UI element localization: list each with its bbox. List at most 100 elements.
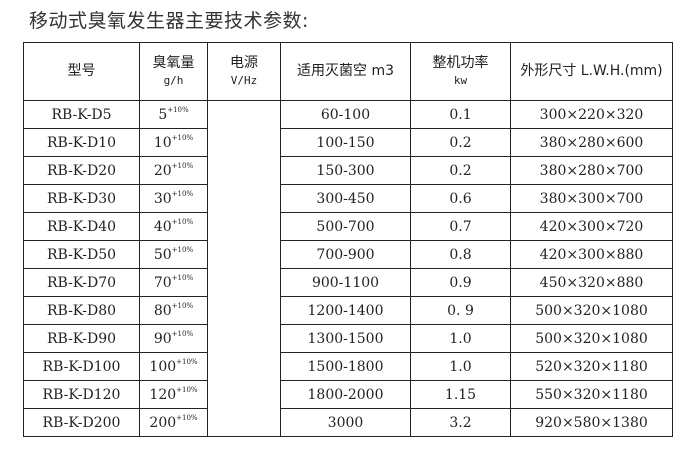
cell-space-value: 1200-1400 [307,302,384,319]
cell-power-value: 0.2 [449,134,472,151]
cell-size-value: 380×300×700 [539,190,644,207]
cell-model: RB-K-D90 [23,324,140,353]
cell-model-value: RB-K-D30 [46,190,117,207]
cell-size-value: 420×300×720 [539,218,644,235]
cell-model-value: RB-K-D5 [51,106,112,123]
cell-power-value: 0.7 [449,218,472,235]
cell-power: 0.8 [410,240,511,269]
cell-model: RB-K-D120 [23,380,140,409]
page-title: 移动式臭氧发生器主要技术参数: [29,10,309,32]
cell-size: 920×580×1380 [510,408,673,437]
cell-space: 500-700 [280,212,411,241]
cell-space-value: 60-100 [320,106,371,123]
header-label: 适用灭菌空 m3 [297,63,394,79]
header-label: 型号 [67,63,96,79]
cell-power: 0.2 [410,128,511,157]
cell-space-value: 1300-1500 [307,330,384,347]
cell-model: RB-K-D200 [23,408,140,437]
cell-space: 1300-1500 [280,324,411,353]
cell-space-value: 300-450 [316,190,375,207]
table-row: RB-K-D70 70+10% 900-1100 0.9 450×320×880 [23,268,673,297]
tolerance-label: +10% [176,414,198,422]
table-row: RB-K-D30 30+10% 300-450 0.6 380×300×700 [23,184,673,213]
cell-size: 420×300×880 [510,240,673,269]
cell-power: 0.1 [410,100,511,129]
header-label: 整机功率 [432,54,489,71]
cell-power: 1.15 [410,380,511,409]
cell-power-value: 0. 9 [447,302,474,319]
cell-space: 100-150 [280,128,411,157]
header-power: 整机功率 kw [410,42,511,101]
cell-size-value: 500×320×1080 [535,302,648,319]
cell-ozone-value: 70 [153,275,172,291]
cell-ozone: 30+10% [139,184,208,213]
header-unit: V/Hz [230,73,258,87]
table-row: RB-K-D200 200+10% 3000 3.2 920×580×1380 [23,408,673,437]
tolerance-label: +10% [171,330,194,338]
cell-model-value: RB-K-D90 [46,330,117,347]
cell-ozone-value: 20 [153,163,172,179]
cell-size: 380×280×600 [510,128,673,157]
cell-size-value: 380×280×600 [539,134,644,151]
cell-power: 0. 9 [410,296,511,325]
cell-model: RB-K-D80 [23,296,140,325]
cell-size-value: 300×220×320 [539,106,644,123]
cell-space-value: 100-150 [316,134,375,151]
cell-size: 380×280×700 [510,156,673,185]
cell-power-value: 0.2 [449,162,472,179]
cell-model-value: RB-K-D120 [42,386,121,403]
table-row: RB-K-D120 120+10% 1800-2000 1.15 550×320×118… [23,380,673,409]
spec-table: 型号 臭氧量 g/h 电源 V/Hz 适用灭菌空 m3 整机功率 kw 外形尺寸 L.W.H.(… [23,42,673,437]
cell-space: 1500-1800 [280,352,411,381]
cell-size: 300×220×320 [510,100,673,129]
cell-size: 520×320×1180 [510,352,673,381]
cell-ozone-value: 200 [149,415,177,431]
cell-model-value: RB-K-D20 [46,162,117,179]
cell-model: RB-K-D10 [23,128,140,157]
table-row: RB-K-D10 10+10% 100-150 0.2 380×280×600 [23,128,673,157]
tolerance-label: +10% [171,162,194,170]
header-unit: kw [453,73,468,87]
cell-model: RB-K-D100 [23,352,140,381]
table-row: RB-K-D40 40+10% 500-700 0.7 420×300×720 [23,212,673,241]
cell-power-value: 3.2 [449,414,472,431]
cell-space-value: 3000 [327,414,364,431]
header-power-supply: 电源 V/Hz [207,42,281,101]
cell-size: 500×320×1080 [510,296,673,325]
cell-space: 900-1100 [280,268,411,297]
cell-model-value: RB-K-D100 [42,358,121,375]
tolerance-label: +10% [171,274,194,282]
cell-model-value: RB-K-D50 [46,246,117,263]
cell-size-value: 920×580×1380 [535,414,648,431]
header-label: 电源 [230,54,258,71]
table-row: RB-K-D90 90+10% 1300-1500 1.0 500×320×1080 [23,324,673,353]
cell-space: 60-100 [280,100,411,129]
cell-ozone-value: 5 [158,107,168,123]
cell-power-value: 0.1 [449,106,472,123]
table-row: RB-K-D80 80+10% 1200-1400 0. 9 500×320×1080 [23,296,673,325]
tolerance-label: +10% [171,218,194,226]
table-row: RB-K-D5 5 +10% 60-100 0.1 300×220×320 [23,100,673,437]
cell-size-value: 380×280×700 [539,162,644,179]
cell-space: 1200-1400 [280,296,411,325]
cell-space-value: 1800-2000 [307,386,384,403]
header-unit: g/h [163,73,184,87]
cell-power-value: 0.6 [449,190,472,207]
cell-power: 3.2 [410,408,511,437]
tolerance-label: +10% [171,302,194,310]
cell-ozone: 20+10% [139,156,208,185]
cell-size: 500×320×1080 [510,324,673,353]
cell-model: RB-K-D30 [23,184,140,213]
cell-power: 1.0 [410,352,511,381]
cell-size-value: 420×300×880 [539,246,644,263]
cell-power-value: 1.0 [449,330,472,347]
cell-ozone: 10+10% [139,128,208,157]
cell-power-supply [207,100,281,437]
cell-space-value: 1500-1800 [307,358,384,375]
cell-ozone-value: 90 [153,331,172,347]
tolerance-label: +10% [176,358,198,366]
cell-ozone-value: 80 [153,303,172,319]
cell-power: 0.7 [410,212,511,241]
header-label: 外形尺寸 L.W.H.(mm) [520,63,663,79]
cell-space: 1800-2000 [280,380,411,409]
